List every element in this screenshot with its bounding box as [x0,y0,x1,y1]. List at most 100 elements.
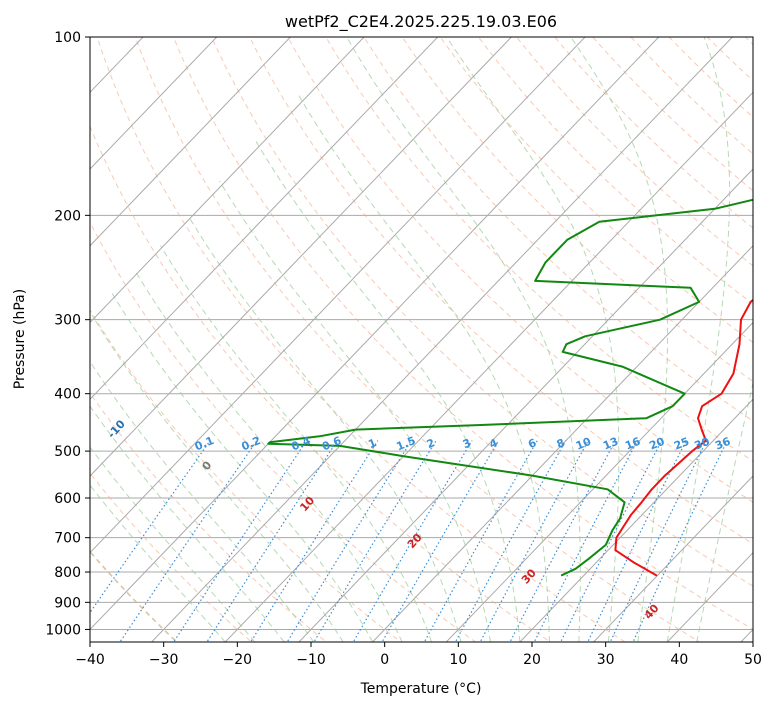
dry-adiabat-line [90,221,477,642]
x-tick-label: 50 [744,652,762,668]
isotherm-line [445,321,753,642]
x-tick-label: 30 [597,652,615,668]
moist-adiabat-line [90,446,256,642]
y-tick-label: 500 [54,444,81,460]
dry-adiabat-line [90,125,552,642]
mixing-ratio-line [249,440,379,642]
mixing-ratio-label: 3 [461,436,473,451]
dry-adiabat-line [287,37,753,503]
y-tick-label: 700 [54,531,81,547]
x-axis-ticks: −40 −30 −20 −10 0 10 20 30 40 50 [75,642,762,668]
x-tick-label: 40 [670,652,688,668]
isotherm-line [90,37,513,477]
dry-adiabats [90,37,753,642]
isotherm-line [90,37,439,400]
mixing-ratio-label: 36 [713,435,732,453]
dry-adiabat-line [90,472,253,642]
moist-adiabat-line [446,37,620,642]
mixing-ratio-label: 25 [672,435,691,453]
plot-area-background [90,37,753,642]
y-tick-label: 200 [54,208,81,224]
moist-adiabat-line [666,37,731,642]
dry-adiabat-line [401,37,753,383]
mixing-ratio-line [313,440,437,642]
mixing-ratio-label: 10 [574,435,593,453]
y-tick-label: 300 [54,313,81,329]
x-tick-label: −40 [75,652,105,668]
mixing-ratio-line [454,440,567,642]
moist-adiabat-line [219,180,491,642]
dry-adiabat-line [90,309,402,642]
mixing-ratio-line [479,440,589,642]
y-tick-label: 100 [54,30,81,46]
moist-adiabat-line [90,405,285,642]
mixing-ratio-line [172,440,308,642]
x-tick-label: 20 [523,652,541,668]
moist-adiabat-line [187,215,462,642]
mixing-ratio-line [423,440,538,642]
moist-adiabat-line [160,245,432,642]
y-axis-label: Pressure (hPa) [12,289,28,389]
isotherm-line [90,37,292,247]
isotherm-line [90,37,218,170]
dewpoint-profile-line [267,198,753,577]
dry-adiabat-line [134,37,701,642]
y-tick-label: 1000 [45,622,81,638]
x-tick-label: −30 [149,652,179,668]
y-tick-label: 900 [54,595,81,611]
isotherm-line [151,37,734,642]
moist-adiabat-line [135,272,403,642]
isotherm-line [224,91,753,642]
isotherm-line [519,398,753,642]
isotherms [90,37,753,642]
chart-title: wetPf2_C2E4.2025.225.19.03.E06 [285,12,557,32]
dry-adiabat-line [325,37,753,462]
isotherm-line [593,475,753,642]
y-axis-ticks: 100 200 300 400 500 600 700 800 900 1000 [45,30,90,638]
dry-adiabat-line [363,37,753,422]
mixing-ratio-label: 16 [623,435,642,453]
isotherm-line [90,37,586,554]
temperature-profile-line [614,298,753,577]
moist-adiabat-line [696,380,753,642]
mixing-ratio-label: 13 [601,435,620,453]
mixing-ratio-line [381,440,500,642]
isotherm-line [372,245,753,642]
moist-adiabat-line [111,292,374,642]
mixing-ratio-line [286,440,412,642]
mixing-ratio-label: 30 [693,435,712,453]
dry-adiabat-line [90,550,178,642]
moist-adiabats [90,37,753,642]
mixing-ratio-line [119,440,258,642]
moist-adiabat-line [90,360,315,642]
mixing-ratio-line [632,440,728,642]
mixing-ratio-lines [90,440,728,642]
mixing-ratio-label: 2 [425,436,437,451]
moist-adiabat-line [297,94,550,642]
moist-adiabat-line [570,37,669,642]
dry-adiabat-line [172,37,753,630]
mixing-ratio-label: 1 [366,436,378,451]
dry-adiabat-line [90,392,328,642]
mixing-ratio-line [206,440,338,642]
profile-series [267,198,753,577]
mixing-ratio-line [509,440,617,642]
y-tick-label: 800 [54,565,81,581]
y-tick-label: 600 [54,491,81,507]
mixing-ratio-label: 8 [555,436,567,451]
dry-adiabat-line [96,37,626,642]
moist-adiabat-line [346,37,581,642]
mixing-ratio-line [609,440,708,642]
x-tick-label: −10 [296,652,326,668]
x-tick-label: 0 [380,652,389,668]
x-tick-label: 10 [449,652,467,668]
isotherm-line [90,37,660,631]
plot-frame [89,36,754,643]
x-axis-label: Temperature (°C) [360,681,482,697]
mixing-ratio-line [352,440,473,642]
isotherm-line [90,37,365,324]
y-tick-label: 400 [54,387,81,403]
x-tick-label: −20 [223,652,253,668]
mixing-ratio-label: 20 [647,435,666,453]
